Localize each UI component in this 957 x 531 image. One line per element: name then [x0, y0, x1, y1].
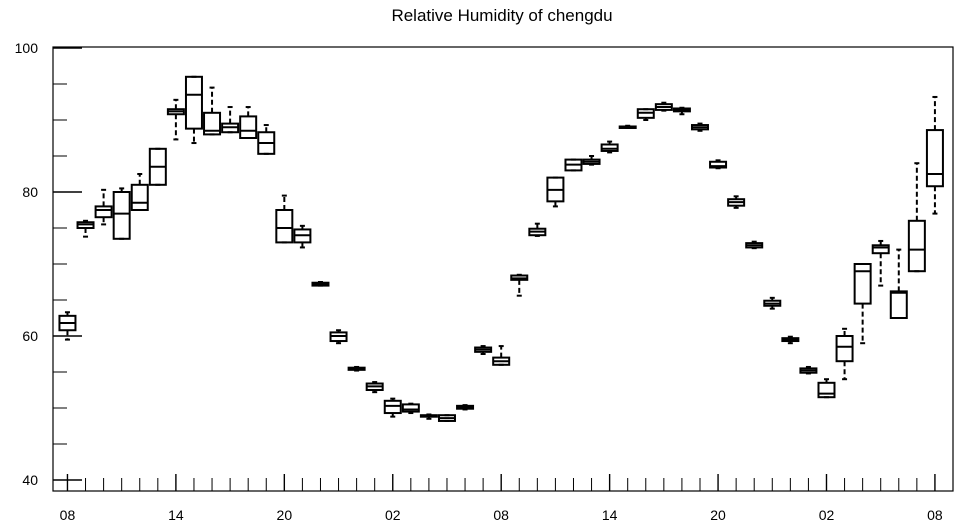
box-item — [853, 263, 872, 345]
x-tick-label: 20 — [277, 507, 293, 523]
box-iqr — [871, 244, 890, 255]
box-item — [239, 106, 258, 140]
box-item — [546, 176, 565, 208]
y-tick-label: 80 — [22, 184, 38, 200]
box-iqr — [112, 191, 131, 240]
box-iqr — [130, 183, 149, 212]
x-tick-label: 14 — [168, 507, 184, 523]
box-item — [311, 281, 330, 287]
x-tick-label: 02 — [385, 507, 401, 523]
box-item — [889, 248, 908, 319]
box-iqr — [94, 205, 113, 219]
x-tick-label: 08 — [927, 507, 943, 523]
box-item — [600, 140, 619, 154]
plot-area — [52, 46, 954, 492]
box-item — [709, 159, 728, 170]
box-iqr — [907, 219, 926, 273]
box-iqr — [835, 335, 854, 363]
box-item — [112, 187, 131, 240]
x-tick-label: 02 — [819, 507, 835, 523]
x-tick-label: 20 — [710, 507, 726, 523]
box-item — [58, 311, 77, 341]
box-item — [817, 378, 836, 399]
box-item — [636, 108, 655, 121]
box-item — [582, 155, 601, 166]
x-axis: 08 14 20 02 08 14 20 02 08 — [60, 474, 943, 523]
boxes — [58, 75, 944, 422]
box-item — [293, 224, 312, 249]
box-item — [745, 240, 764, 250]
y-tick-label: 100 — [15, 40, 39, 56]
box-iqr — [275, 209, 294, 244]
box-item — [907, 162, 926, 273]
box-item — [148, 147, 167, 186]
box-item — [528, 222, 547, 237]
box-item — [419, 413, 438, 420]
box-iqr — [401, 403, 420, 413]
box-item — [871, 239, 890, 287]
box-item — [437, 414, 456, 422]
box-iqr — [853, 263, 872, 305]
box-item — [690, 122, 709, 132]
box-item — [564, 158, 583, 172]
box-item — [763, 296, 782, 310]
box-item — [76, 219, 95, 238]
box-item — [184, 75, 203, 145]
box-item — [221, 106, 240, 134]
x-tick-label: 08 — [60, 507, 76, 523]
box-iqr — [239, 115, 258, 140]
y-axis: 40 60 80 100 — [15, 40, 82, 488]
box-item — [275, 194, 294, 244]
box-item — [474, 345, 493, 355]
box-item — [329, 329, 348, 345]
x-tick-label: 14 — [602, 507, 618, 523]
box-item — [672, 106, 691, 116]
x-tick-label: 08 — [493, 507, 509, 523]
box-item — [925, 95, 944, 215]
box-item — [510, 273, 529, 297]
box-item — [835, 327, 854, 381]
box-item — [130, 173, 149, 212]
box-iqr — [203, 111, 222, 136]
box-item — [166, 98, 185, 141]
box-iqr — [817, 381, 836, 399]
box-iqr — [709, 160, 728, 169]
box-iqr — [889, 290, 908, 319]
box-item — [492, 345, 511, 366]
y-tick-label: 40 — [22, 472, 38, 488]
box-item — [365, 381, 384, 394]
chart-title: Relative Humidity of chengdu — [391, 6, 612, 25]
box-item — [347, 365, 366, 372]
box-item — [257, 124, 276, 155]
box-item — [456, 404, 475, 411]
y-tick-label: 60 — [22, 328, 38, 344]
box-item — [799, 365, 818, 375]
box-item — [401, 402, 420, 415]
box-item — [727, 195, 746, 209]
box-item — [383, 397, 402, 418]
box-item — [654, 101, 673, 112]
box-item — [94, 188, 113, 226]
box-item — [618, 124, 637, 129]
box-iqr — [600, 143, 619, 152]
box-iqr — [383, 399, 402, 415]
box-item — [203, 86, 222, 136]
box-iqr — [925, 129, 944, 188]
box-item — [781, 335, 800, 345]
box-iqr — [184, 75, 203, 130]
